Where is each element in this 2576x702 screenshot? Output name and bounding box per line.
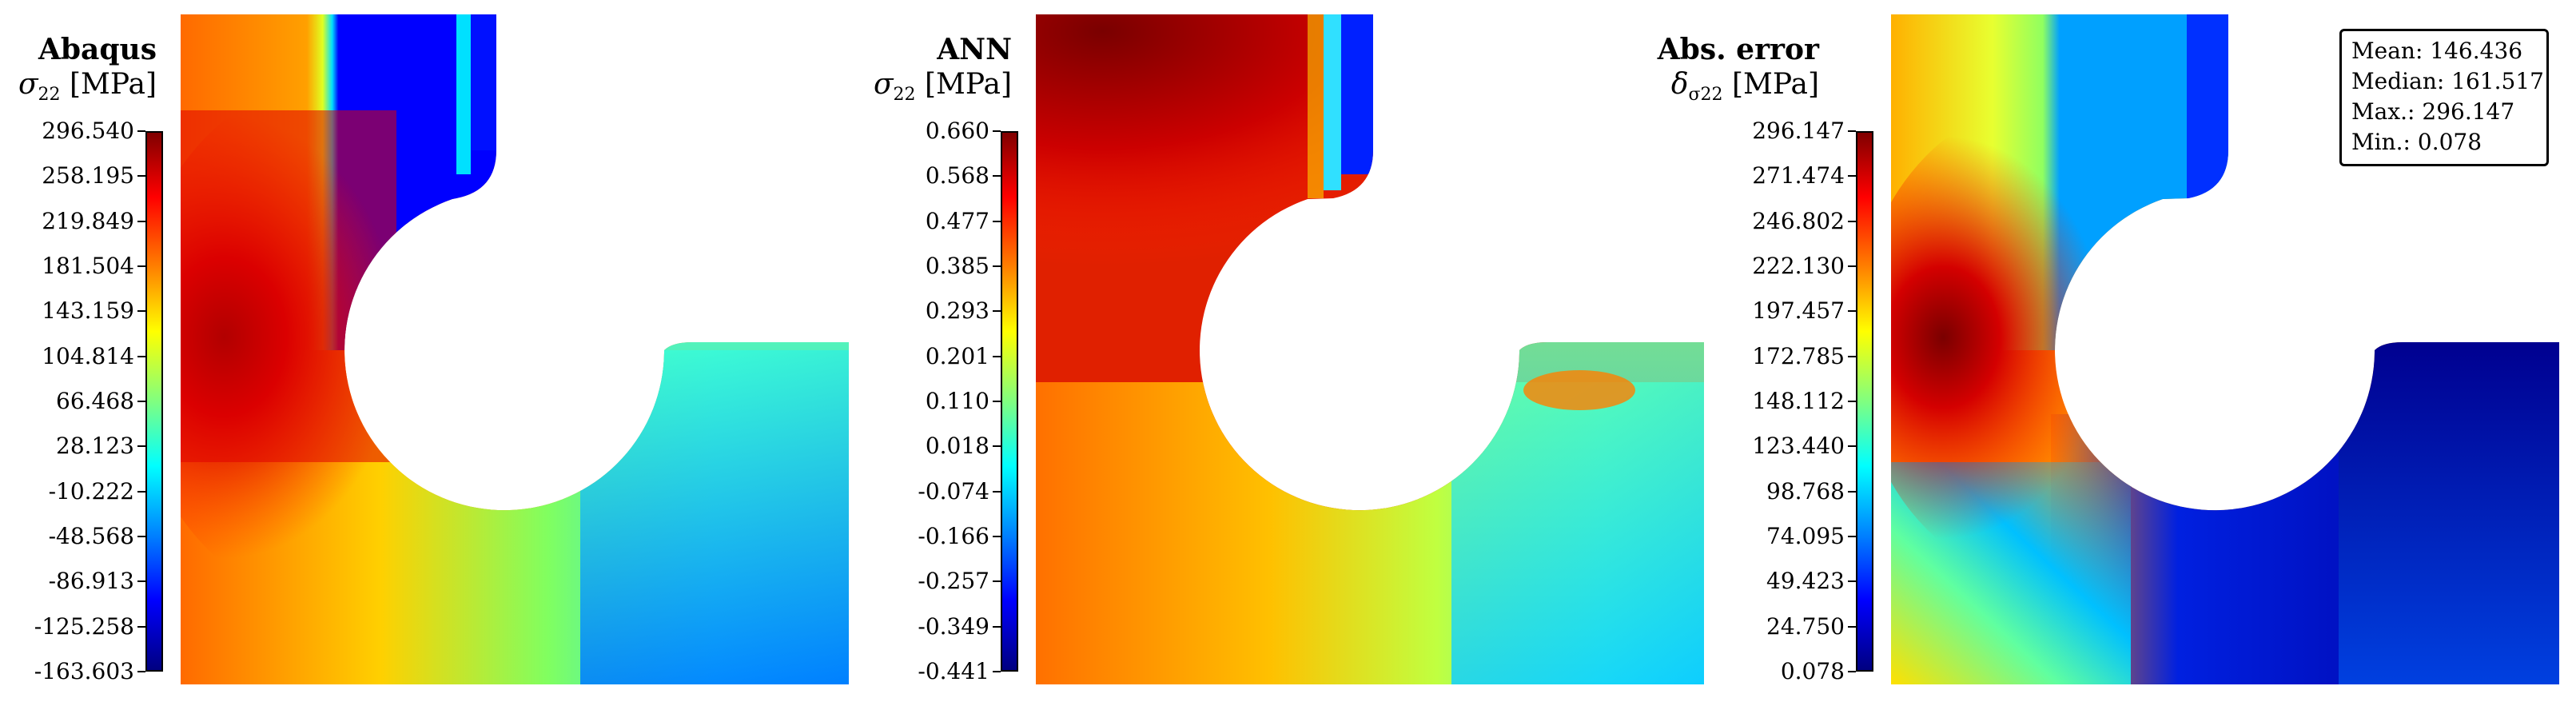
colorbar-tick-mark <box>137 625 145 628</box>
colorbar-tick-label: -10.222 <box>48 477 134 505</box>
colorbar-tick-mark <box>1848 401 1856 402</box>
colorbar-tick-label: 24.750 <box>1766 612 1845 640</box>
colorbar-tick-mark <box>993 220 1001 222</box>
colorbar-tick-mark <box>993 580 1001 583</box>
colorbar-tick-mark <box>137 445 145 448</box>
colorbar-tick-mark <box>1848 625 1856 628</box>
quantity-label: δσ22 [MPa] <box>1670 68 1819 106</box>
colorbar-tick-mark <box>993 310 1001 313</box>
colorbar-tick-mark <box>1848 536 1856 537</box>
colorbar-tick-label: 74.095 <box>1766 523 1845 549</box>
colorbar-tick-mark <box>993 265 1001 267</box>
colorbar-tick-label: 0.660 <box>925 118 989 144</box>
colorbar-tick-label: -0.257 <box>918 568 989 595</box>
stat-mean: Mean: 146.436 <box>2351 38 2523 64</box>
colorbar-tick-label: 258.195 <box>42 162 134 189</box>
title-text: ANN <box>937 33 1012 66</box>
colorbar-tick-mark <box>1848 310 1856 313</box>
panel-title-ann: ANN σ22 [MPa] <box>855 32 1012 113</box>
colorbar-tick-label: -125.258 <box>34 612 134 640</box>
field-plot-abs-error <box>1891 14 2559 684</box>
colorbar-tick-label: -0.349 <box>918 612 989 640</box>
colorbar-tick-label: 271.474 <box>1752 162 1845 189</box>
colorbar-tick-mark <box>137 130 145 132</box>
colorbar-tick-label: 148.112 <box>1752 388 1845 414</box>
colorbar-tick-label: 181.504 <box>42 253 134 279</box>
colorbar-tick-label: 98.768 <box>1766 477 1845 505</box>
colorbar-tick-label: -0.074 <box>918 477 989 505</box>
title-text: Abaqus <box>38 33 157 66</box>
colorbar-tick-mark <box>993 401 1001 402</box>
colorbar-tick-mark <box>993 536 1001 537</box>
colorbar-tick-label: 49.423 <box>1766 568 1845 595</box>
colorbar-abaqus <box>145 131 163 672</box>
colorbar-tick-label: 296.147 <box>1752 118 1845 144</box>
field-plot-abaqus <box>181 14 849 684</box>
colorbar-tick-mark <box>137 355 145 357</box>
colorbar-tick-mark <box>137 580 145 583</box>
stat-min: Min.: 0.078 <box>2351 129 2482 155</box>
colorbar-tick-mark <box>137 490 145 493</box>
colorbar-tick-label: 0.110 <box>925 388 989 414</box>
colorbar-tick-label: 0.385 <box>925 253 989 279</box>
colorbar-tick-label: -86.913 <box>48 568 134 595</box>
colorbar-tick-mark <box>137 175 145 177</box>
colorbar-tick-mark <box>1848 175 1856 177</box>
colorbar-tick-mark <box>137 220 145 222</box>
colorbar-tick-label: 296.540 <box>42 118 134 144</box>
colorbar-tick-label: 197.457 <box>1752 297 1845 325</box>
colorbar-tick-mark <box>993 130 1001 132</box>
colorbar-tick-label: 66.468 <box>56 388 134 414</box>
colorbar-tick-label: 222.130 <box>1752 253 1845 279</box>
statistics-box: Mean: 146.436 Median: 161.517 Max.: 296.… <box>2339 29 2549 166</box>
colorbar-tick-label: 104.814 <box>42 342 134 369</box>
colorbar-tick-label: 0.477 <box>925 207 989 234</box>
colorbar-tick-label: -0.166 <box>918 523 989 549</box>
colorbar-tick-mark <box>993 175 1001 177</box>
colorbar-tick-mark <box>1848 265 1856 267</box>
colorbar-abs-error <box>1856 131 1873 672</box>
colorbar-tick-label: 0.018 <box>925 433 989 460</box>
colorbar-tick-label: 246.802 <box>1752 207 1845 234</box>
colorbar-tick-mark <box>1848 580 1856 583</box>
colorbar-tick-label: 123.440 <box>1752 433 1845 460</box>
quantity-label: σ22 [MPa] <box>873 68 1012 106</box>
colorbar-tick-mark <box>1848 445 1856 448</box>
colorbar-tick-mark <box>993 625 1001 628</box>
colorbar-tick-mark <box>1848 130 1856 132</box>
colorbar-tick-label: -163.603 <box>34 658 134 684</box>
colorbar-tick-label: 219.849 <box>42 207 134 234</box>
colorbar-tick-mark <box>137 265 145 267</box>
colorbar-tick-label: 0.568 <box>925 162 989 189</box>
panel-title-abaqus: Abaqus σ22 [MPa] <box>0 32 157 113</box>
colorbar-tick-mark <box>993 445 1001 448</box>
colorbar-tick-label: -48.568 <box>48 523 134 549</box>
quantity-label: σ22 [MPa] <box>18 68 157 106</box>
title-text: Abs. error <box>1657 33 1819 66</box>
colorbar-tick-mark <box>993 671 1001 672</box>
colorbar-tick-mark <box>993 355 1001 357</box>
colorbar-tick-mark <box>137 310 145 313</box>
colorbar-ann <box>1001 131 1018 672</box>
colorbar-tick-mark <box>1848 220 1856 222</box>
colorbar-tick-label: -0.441 <box>918 658 989 684</box>
colorbar-tick-label: 0.201 <box>925 342 989 369</box>
colorbar-tick-label: 143.159 <box>42 297 134 325</box>
colorbar-tick-mark <box>137 536 145 537</box>
colorbar-tick-mark <box>1848 355 1856 357</box>
colorbar-tick-label: 0.293 <box>925 297 989 325</box>
colorbar-tick-mark <box>1848 671 1856 672</box>
colorbar-tick-label: 0.078 <box>1780 658 1845 684</box>
colorbar-tick-mark <box>137 401 145 402</box>
colorbar-tick-label: 28.123 <box>56 433 134 460</box>
panel-title-abs-error: Abs. error δσ22 [MPa] <box>1638 32 1819 113</box>
field-plot-ann <box>1036 14 1704 684</box>
colorbar-tick-mark <box>1848 490 1856 493</box>
stat-max: Max.: 296.147 <box>2351 98 2515 125</box>
colorbar-tick-mark <box>993 490 1001 493</box>
colorbar-tick-mark <box>137 671 145 672</box>
colorbar-tick-label: 172.785 <box>1752 342 1845 369</box>
stat-median: Median: 161.517 <box>2351 68 2544 94</box>
